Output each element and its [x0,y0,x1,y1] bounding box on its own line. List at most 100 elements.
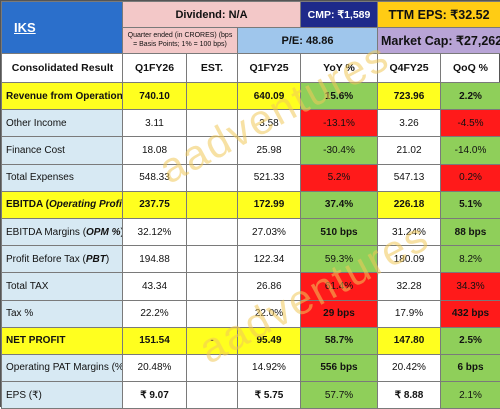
column-header-row: Consolidated Result Q1FY26 EST. Q1FY25 Y… [2,54,500,83]
cell-q1fy26: 20.48% [123,354,187,381]
header-row-1: IKS Dividend: N/A CMP: ₹1,589 TTM EPS: ₹… [2,2,500,28]
row-label: Total TAX [2,273,123,300]
cell-est [187,164,238,191]
col-header-metric: Consolidated Result [2,54,123,83]
cell-qoq: 2.2% [441,83,500,110]
row-label: EPS (₹) [2,382,123,409]
cmp-label: CMP: ₹1,589 [301,2,378,28]
cell-qoq: 0.2% [441,164,500,191]
cell-q1fy26: 237.75 [123,191,187,218]
cell-yoy: 37.4% [301,191,378,218]
cell-qoq: 2.1% [441,382,500,409]
cell-q4fy25: 21.02 [378,137,441,164]
cell-q1fy25: 22.0% [238,300,301,327]
row-label: EBITDA (Operating Profit) [2,191,123,218]
cell-est: - [187,327,238,354]
cell-q1fy26: 3.11 [123,110,187,137]
cell-est [187,191,238,218]
table-row: Operating PAT Margins (%) 20.48% 14.92% … [2,354,500,381]
period-note: Quarter ended (in CRORES) (bps = Basis P… [123,28,238,54]
cell-yoy: 57.7% [301,382,378,409]
ttm-eps-label: TTM EPS: ₹32.52 [378,2,500,28]
cell-yoy: 5.2% [301,164,378,191]
cell-est [187,246,238,273]
col-header-q4fy25: Q4FY25 [378,54,441,83]
cell-q1fy26: 740.10 [123,83,187,110]
cell-q4fy25: ₹ 8.88 [378,382,441,409]
cell-qoq: -14.0% [441,137,500,164]
cell-q1fy25: 122.34 [238,246,301,273]
cell-q1fy25: 26.86 [238,273,301,300]
cell-q4fy25: 20.42% [378,354,441,381]
cell-yoy: -13.1% [301,110,378,137]
cell-q1fy25: ₹ 5.75 [238,382,301,409]
row-label: Other Income [2,110,123,137]
cell-est [187,137,238,164]
table-row: Finance Cost 18.08 25.98 -30.4% 21.02 -1… [2,137,500,164]
cell-est [187,273,238,300]
col-header-q1fy25: Q1FY25 [238,54,301,83]
cell-q1fy25: 3.58 [238,110,301,137]
cell-q1fy25: 521.33 [238,164,301,191]
row-label: EBITDA Margins (OPM %) [2,218,123,245]
cell-q4fy25: 31.24% [378,218,441,245]
cell-est [187,110,238,137]
cell-q1fy25: 25.98 [238,137,301,164]
cell-est [187,382,238,409]
cell-q4fy25: 180.09 [378,246,441,273]
cell-qoq: 8.2% [441,246,500,273]
cell-q1fy26: 151.54 [123,327,187,354]
table-row: Total Expenses 548.33 521.33 5.2% 547.13… [2,164,500,191]
cell-qoq: -4.5% [441,110,500,137]
cell-yoy: 15.6% [301,83,378,110]
table-row: Profit Before Tax (PBT) 194.88 122.34 59… [2,246,500,273]
table-row: Revenue from Operations 740.10 640.09 15… [2,83,500,110]
row-label: Tax % [2,300,123,327]
cell-q1fy25: 172.99 [238,191,301,218]
table-row: Other Income 3.11 3.58 -13.1% 3.26 -4.5% [2,110,500,137]
cell-q1fy26: 194.88 [123,246,187,273]
cell-est [187,218,238,245]
cell-qoq: 432 bps [441,300,500,327]
cell-q4fy25: 32.28 [378,273,441,300]
row-label: NET PROFIT [2,327,123,354]
col-header-yoy: YoY % [301,54,378,83]
row-label: Finance Cost [2,137,123,164]
table-row: EBITDA Margins (OPM %) 32.12% 27.03% 510… [2,218,500,245]
cell-q4fy25: 17.9% [378,300,441,327]
cell-est [187,83,238,110]
row-label: Operating PAT Margins (%) [2,354,123,381]
cell-q4fy25: 547.13 [378,164,441,191]
cell-q1fy26: 18.08 [123,137,187,164]
table-row: Tax % 22.2% 22.0% 29 bps 17.9% 432 bps [2,300,500,327]
cell-qoq: 5.1% [441,191,500,218]
cell-q1fy26: 548.33 [123,164,187,191]
dividend-label: Dividend: N/A [123,2,301,28]
cell-q4fy25: 3.26 [378,110,441,137]
cell-yoy: 510 bps [301,218,378,245]
row-label: Total Expenses [2,164,123,191]
ticker-label: IKS [2,2,123,54]
table-row: EBITDA (Operating Profit) 237.75 172.99 … [2,191,500,218]
cell-qoq: 34.3% [441,273,500,300]
cell-yoy: -30.4% [301,137,378,164]
cell-q1fy25: 27.03% [238,218,301,245]
cell-yoy: 61.4% [301,273,378,300]
cell-q1fy26: 43.34 [123,273,187,300]
cell-qoq: 88 bps [441,218,500,245]
pe-label: P/E: 48.86 [238,28,378,54]
cell-q1fy25: 640.09 [238,83,301,110]
cell-q1fy25: 14.92% [238,354,301,381]
cell-yoy: 556 bps [301,354,378,381]
col-header-est: EST. [187,54,238,83]
row-label: Profit Before Tax (PBT) [2,246,123,273]
cell-yoy: 29 bps [301,300,378,327]
col-header-q1fy26: Q1FY26 [123,54,187,83]
cell-yoy: 58.7% [301,327,378,354]
cell-yoy: 59.3% [301,246,378,273]
table-row: Total TAX 43.34 26.86 61.4% 32.28 34.3% [2,273,500,300]
cell-qoq: 6 bps [441,354,500,381]
table-row: NET PROFIT 151.54 - 95.49 58.7% 147.80 2… [2,327,500,354]
